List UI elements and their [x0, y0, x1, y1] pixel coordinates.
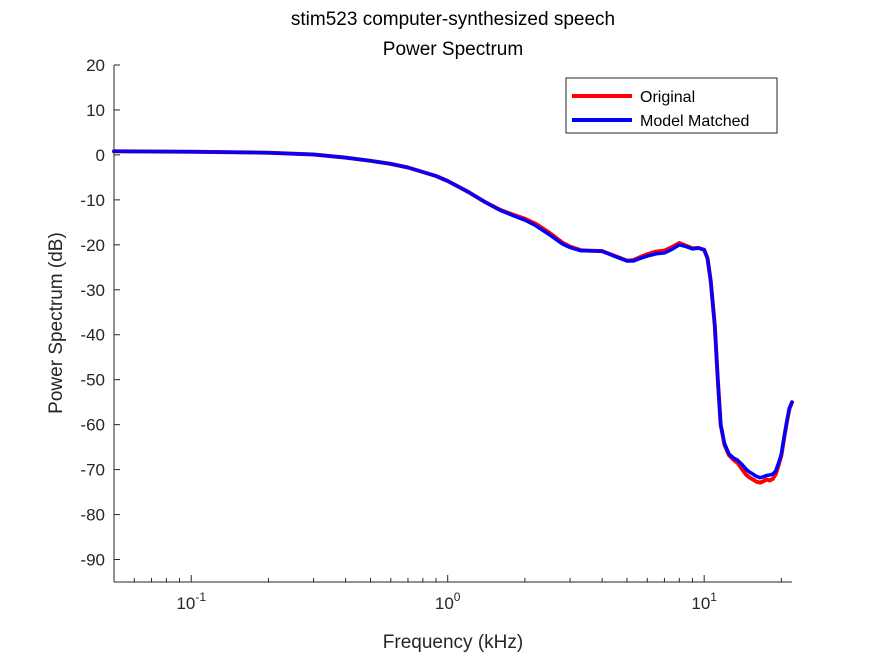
chart-title-line-1: stim523 computer-synthesized speech — [291, 9, 615, 30]
y-tick-label: -70 — [80, 461, 105, 480]
y-tick-label: -40 — [80, 326, 105, 345]
series-line-model-matched — [112, 149, 794, 480]
y-tick-label: 20 — [86, 56, 105, 75]
x-axis-label: Frequency (kHz) — [383, 632, 523, 653]
x-tick-label: 10-1 — [176, 590, 206, 613]
chart-title-line-2: Power Spectrum — [383, 39, 523, 60]
legend-label-original: Original — [640, 89, 695, 106]
y-tick-label: -30 — [80, 281, 105, 300]
y-tick-label: -50 — [80, 371, 105, 390]
x-tick-label: 101 — [691, 590, 717, 613]
plot-area — [114, 65, 792, 582]
series-lines — [112, 149, 794, 485]
legend-box — [565, 77, 778, 134]
x-ticks: 10-1 100 101 — [113, 575, 782, 613]
y-tick-label: -10 — [80, 191, 105, 210]
y-ticks: 20 10 0 -10 -20 -30 -40 -50 -60 -70 -80 -90 — [80, 56, 120, 570]
y-tick-label: -90 — [80, 551, 105, 570]
y-tick-label: -20 — [80, 236, 105, 255]
y-axis-label: Power Spectrum (dB) — [46, 232, 67, 414]
y-tick-label: 10 — [86, 101, 105, 120]
legend: Original Model Matched — [565, 77, 778, 134]
legend-label-model-matched: Model Matched — [640, 113, 749, 130]
y-tick-label: -60 — [80, 416, 105, 435]
y-tick-label: 0 — [96, 146, 105, 165]
y-tick-label: -80 — [80, 506, 105, 525]
x-tick-label: 100 — [435, 590, 461, 613]
